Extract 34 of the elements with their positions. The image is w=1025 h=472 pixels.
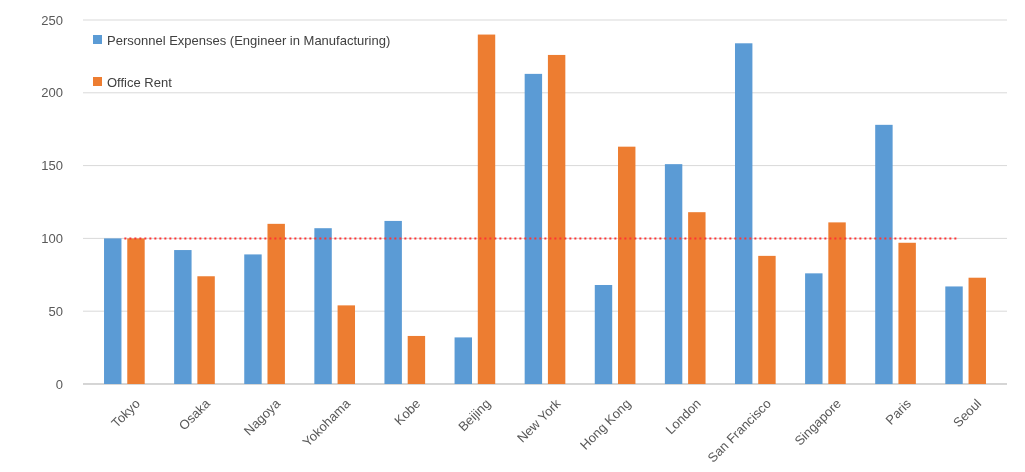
bar [454, 337, 472, 384]
bar [968, 277, 986, 384]
bar [267, 223, 285, 384]
bar [828, 222, 846, 384]
y-tick-label: 150 [41, 158, 63, 174]
bar [407, 335, 426, 384]
y-tick-label: 200 [41, 85, 63, 101]
y-tick-label: 250 [41, 12, 63, 28]
y-tick-label: 100 [41, 230, 63, 246]
bar [875, 124, 893, 384]
legend-label: Office Rent [107, 74, 173, 90]
bar [197, 276, 215, 384]
bar [127, 238, 145, 384]
bar [244, 254, 262, 384]
bar [477, 34, 496, 384]
bar [314, 228, 332, 384]
bar [337, 305, 356, 384]
y-tick-label: 0 [55, 376, 63, 392]
bar [688, 212, 706, 384]
y-tick-label: 50 [48, 303, 63, 319]
bar [618, 146, 636, 384]
bar [174, 250, 192, 384]
bar [104, 238, 122, 384]
bar [547, 54, 566, 384]
bar [758, 255, 776, 384]
bar [384, 220, 402, 384]
bar [594, 284, 613, 384]
legend-label: Personnel Expenses (Engineer in Manufacturing) [107, 32, 391, 48]
bar [734, 43, 753, 384]
bar [524, 73, 543, 384]
bar [664, 164, 683, 384]
bar [945, 286, 963, 384]
bar [898, 242, 916, 384]
bar [805, 273, 823, 384]
